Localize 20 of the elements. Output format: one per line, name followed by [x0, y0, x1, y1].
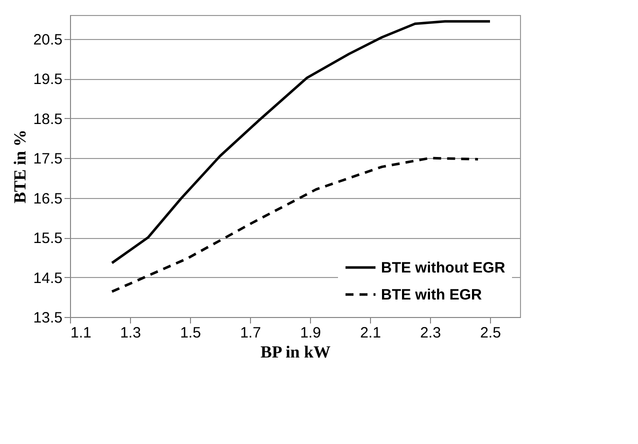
legend-label: BTE without EGR — [381, 260, 506, 276]
x-tick-label: 2.3 — [420, 324, 441, 342]
y-tick-label: 14.5 — [33, 270, 62, 287]
x-tick-label: 1.3 — [120, 324, 141, 342]
x-tick-label: 2.5 — [480, 324, 501, 342]
y-tick-label: 19.5 — [33, 71, 62, 88]
y-tick-label: 16.5 — [33, 190, 62, 208]
x-tick-label: 1.5 — [180, 324, 201, 342]
y-tick-label: 20.5 — [33, 31, 62, 48]
y-tick-label: 18.5 — [33, 110, 62, 128]
y-tick-label: 13.5 — [33, 310, 62, 326]
y-tick-label: 15.5 — [33, 230, 62, 248]
legend-label: BTE with EGR — [381, 286, 482, 304]
x-tick-label: 1.9 — [300, 324, 321, 342]
x-tick-label: 1.1 — [70, 324, 92, 342]
x-axis-title: BP in kW — [260, 342, 330, 362]
y-tick-label: 17.5 — [33, 150, 62, 168]
y-axis-title: BTE in % — [10, 130, 30, 204]
x-tick-label: 1.7 — [240, 324, 261, 342]
x-tick-label: 2.1 — [360, 324, 381, 342]
